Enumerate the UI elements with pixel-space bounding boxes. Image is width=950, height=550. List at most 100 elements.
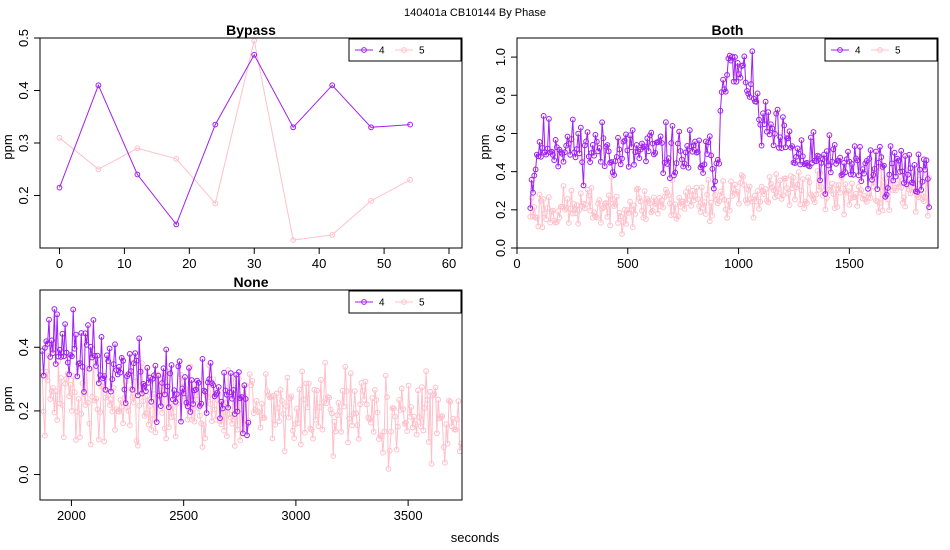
data-point <box>385 466 392 472</box>
data-point <box>67 381 74 388</box>
data-point <box>215 384 222 390</box>
data-point <box>539 145 546 151</box>
data-point <box>372 387 378 393</box>
data-point <box>157 403 164 410</box>
data-point <box>398 385 405 392</box>
data-point <box>613 193 620 200</box>
data-point <box>277 386 284 393</box>
data-point <box>613 154 620 160</box>
data-point <box>713 196 720 203</box>
data-point <box>660 170 667 177</box>
data-point <box>784 185 790 192</box>
data-point <box>673 160 680 167</box>
x-tick-label: 60 <box>442 256 456 271</box>
data-point <box>720 178 726 184</box>
data-point <box>805 162 812 169</box>
data-point <box>866 155 873 162</box>
data-point <box>689 187 696 194</box>
data-point <box>101 373 108 380</box>
data-point <box>700 170 706 176</box>
data-point <box>754 90 761 97</box>
data-point <box>918 186 925 193</box>
data-point <box>753 98 760 105</box>
data-point <box>733 78 740 85</box>
data-point <box>144 364 151 371</box>
data-point <box>769 125 776 132</box>
data-point <box>583 138 589 145</box>
data-point <box>199 444 206 450</box>
data-point <box>628 207 635 214</box>
data-point <box>708 152 714 159</box>
data-point <box>592 131 599 138</box>
data-point <box>275 405 281 411</box>
data-point <box>227 370 234 377</box>
data-point <box>55 353 62 360</box>
x-tick-label: 2500 <box>169 508 198 523</box>
data-point <box>817 177 823 184</box>
data-point <box>647 132 653 139</box>
data-point <box>652 150 659 156</box>
data-point <box>708 199 714 206</box>
data-point <box>825 162 831 169</box>
data-point <box>121 386 128 393</box>
data-point <box>745 90 752 97</box>
data-point <box>722 88 729 95</box>
data-point <box>164 383 171 390</box>
data-point <box>54 417 60 423</box>
data-point <box>713 160 720 167</box>
data-point <box>40 408 47 415</box>
legend-label-4: 4 <box>379 46 385 57</box>
data-point <box>350 411 357 417</box>
data-point <box>870 172 877 178</box>
data-point <box>48 337 55 344</box>
data-point <box>210 376 217 383</box>
data-point <box>798 187 805 194</box>
data-point <box>290 124 297 131</box>
data-point <box>152 362 159 369</box>
data-point <box>104 352 110 359</box>
data-point <box>134 171 141 178</box>
y-tick-label: 0.2 <box>16 186 31 204</box>
data-point <box>883 183 890 190</box>
data-point <box>886 207 893 214</box>
plot-area <box>40 306 462 472</box>
data-point <box>629 224 636 231</box>
data-point <box>179 385 186 392</box>
data-point <box>855 172 862 179</box>
data-point <box>867 147 874 154</box>
data-point <box>85 399 91 406</box>
data-point <box>40 372 47 379</box>
data-point <box>776 186 782 192</box>
data-point <box>168 414 175 421</box>
data-point <box>368 124 375 131</box>
data-point <box>122 400 129 407</box>
series-5 <box>56 38 414 244</box>
data-point <box>803 200 810 207</box>
data-point <box>108 388 114 395</box>
data-point <box>702 211 709 217</box>
data-point <box>365 414 372 421</box>
data-point <box>280 411 287 417</box>
data-point <box>649 207 656 214</box>
data-point <box>615 220 621 226</box>
data-point <box>604 142 611 148</box>
data-point <box>165 424 172 431</box>
data-point <box>46 353 52 359</box>
data-point <box>318 376 324 383</box>
data-point <box>757 199 764 205</box>
data-point <box>234 408 241 415</box>
data-point <box>326 394 333 401</box>
data-point <box>636 155 643 162</box>
data-point <box>764 197 770 204</box>
data-point <box>780 192 786 199</box>
data-point <box>564 196 571 202</box>
panel-title: None <box>234 274 269 290</box>
data-point <box>191 418 198 425</box>
data-point <box>686 192 693 199</box>
data-point <box>373 397 380 403</box>
data-point <box>851 194 858 201</box>
data-point <box>857 190 863 196</box>
